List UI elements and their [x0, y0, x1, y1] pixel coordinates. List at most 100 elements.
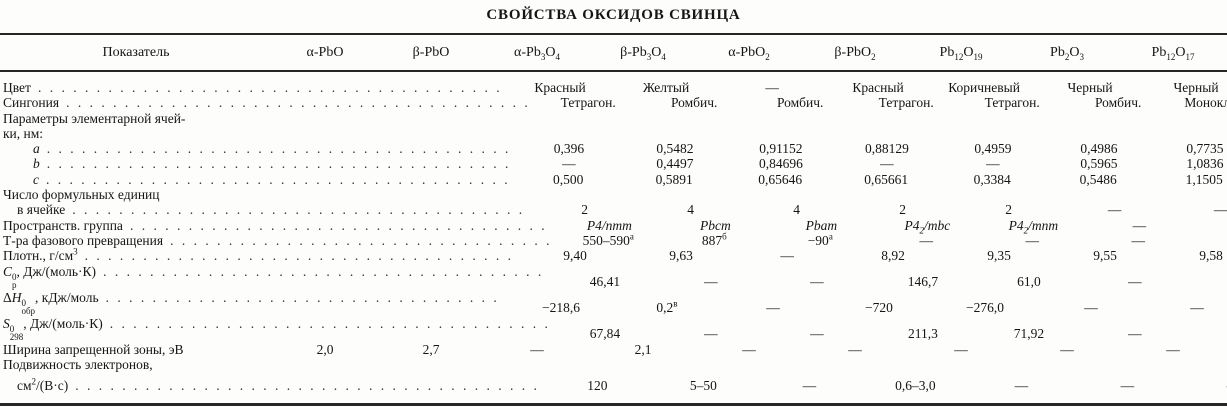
value-cell-entropy-5: —	[1128, 326, 1142, 342]
column-header-3: β-Pb3O4	[620, 45, 666, 62]
row-label: b . . . . . . . . . . . . . . . . . . . .…	[0, 156, 516, 171]
value-cell-param-c-0: 0,500	[552, 171, 584, 187]
value-cell-density-0: 9,40	[563, 248, 587, 264]
dot-leaders: . . . . . . . . . . . . . . . . . . . . …	[46, 171, 511, 187]
value-cell-param-b-4: —	[986, 156, 1000, 172]
value-cell-entropy-4: 71,92	[1013, 326, 1045, 342]
value-cell-electron-mobility-0: 120	[587, 378, 608, 394]
row-label: Пространств. группа . . . . . . . . . . .…	[0, 218, 556, 233]
table-row-band-gap: Ширина запрещенной зоны, эВ 2,0 2,7 — 2,1 — — —…	[0, 342, 1227, 357]
value-cell-band-gap-8: —	[1166, 341, 1180, 357]
column-header-0: α-PbO	[306, 45, 344, 60]
row-label: S 0 298, Дж/(моль·К) . . . . . . . . . . . …	[0, 316, 552, 342]
value-cell-param-b-2: 0,84696	[758, 156, 803, 172]
value-cell-band-gap-7: —	[1060, 341, 1074, 357]
value-cell-phase-transition-temp-1: 887б	[701, 231, 727, 248]
value-cell-formula-units-5: —	[1107, 202, 1122, 218]
value-cell-heat-capacity-1: —	[704, 274, 718, 290]
table-body: Цвет . . . . . . . . . . . . . . . . . . …	[0, 72, 1227, 403]
table-row-entropy: S 0 298, Дж/(моль·К) . . . . . . . . . . . …	[0, 316, 1227, 342]
value-cell-density-6: 9,58	[1199, 248, 1223, 264]
row-label: Т-ра фазового превращения . . . . . . . .…	[0, 233, 555, 248]
value-cell-formation-enthalpy-3: −720	[865, 300, 893, 316]
dot-leaders: . . . . . . . . . . . . . . . . . . . . …	[109, 315, 547, 331]
table-row-formula-units: Число формульных единиц в ячейке . . . . .…	[0, 187, 1227, 218]
value-cell-band-gap-2: —	[530, 341, 544, 357]
value-cell-band-gap-4: —	[742, 341, 756, 357]
value-cell-param-c-2: 0,65646	[758, 171, 803, 187]
row-label-text: Подвижность электронов,	[3, 356, 153, 372]
row-label-text: Сингония	[3, 95, 60, 111]
value-cell-param-a-1: 0,5482	[656, 141, 694, 157]
table-row-cell-parameters-heading: Параметры элементарной ячей-ки, нм:	[0, 111, 1227, 142]
value-cell-band-gap-3: 2,1	[634, 341, 652, 357]
row-label-text: b	[33, 156, 40, 172]
value-cell-space-group-0: P4/nmm	[586, 217, 632, 233]
row-label: Ширина запрещенной зоны, эВ	[0, 342, 272, 357]
value-cell-density-5: 9,55	[1093, 248, 1117, 264]
value-cell-param-a-3: 0,88129	[864, 141, 909, 157]
row-label-text: в ячейке	[17, 202, 66, 218]
value-cell-electron-mobility-4: —	[1014, 378, 1029, 394]
table-row-param-b: b . . . . . . . . . . . . . . . . . . . .…	[0, 156, 1227, 171]
value-cell-formula-units-3: 2	[899, 202, 906, 218]
row-label: ΔH 0 обр, кДж/моль . . . . . . . . . . . . …	[0, 290, 508, 316]
row-label: c . . . . . . . . . . . . . . . . . . . .…	[0, 172, 515, 187]
dot-leaders: . . . . . . . . . . . . . . . . . . . . …	[46, 141, 511, 157]
row-label: Параметры элементарной ячей-ки, нм:	[0, 111, 272, 142]
row-label-text: см2/(В·с)	[17, 376, 69, 394]
row-label: Число формульных единиц в ячейке . . . . .…	[0, 187, 532, 218]
row-label: a . . . . . . . . . . . . . . . . . . . .…	[0, 141, 516, 156]
value-cell-formula-units-0: 2	[581, 202, 588, 218]
value-cell-heat-capacity-5: —	[1128, 274, 1142, 290]
value-cell-heat-capacity-2: —	[810, 274, 824, 290]
value-cell-space-group-6: —	[1192, 218, 1227, 233]
value-cell-electron-mobility-1: 5–50	[689, 378, 717, 394]
table-row-param-c: c . . . . . . . . . . . . . . . . . . . .…	[0, 172, 1227, 187]
value-cell-param-c-4: 0,3384	[973, 171, 1011, 187]
value-cell-color-4: Коричневый	[948, 80, 1020, 95]
column-header-5: β-PbO2	[834, 45, 876, 62]
value-cell-param-b-1: 0,4497	[656, 156, 694, 172]
header-row: Показатель α-PbO β-PbO α-Pb3O4 β-Pb3O4 α-PbO…	[0, 35, 1227, 72]
value-cell-electron-mobility-2: —	[802, 378, 817, 394]
column-header-indicator: Показатель	[102, 45, 170, 60]
row-label-text: Параметры элементарной ячей-	[3, 110, 186, 126]
value-cell-electron-mobility-5: —	[1120, 378, 1135, 394]
value-cell-formation-enthalpy-0: −218,6	[541, 300, 580, 316]
row-label: Сингония . . . . . . . . . . . . . . . . …	[0, 95, 535, 110]
value-cell-phase-transition-temp-3: —	[919, 232, 934, 248]
value-cell-phase-transition-temp-6: —	[1191, 233, 1227, 248]
row-label-text: Ширина запрещенной зоны, эВ	[3, 341, 184, 357]
value-cell-density-2: —	[780, 248, 794, 264]
value-cell-color-2: —	[765, 80, 779, 95]
value-cell-heat-capacity-0: 46,41	[589, 274, 621, 290]
value-cell-formation-enthalpy-1: 0,2в	[656, 298, 678, 316]
value-cell-formula-units-6: —	[1213, 202, 1227, 218]
value-cell-crystal-system-3: Тетрагон.	[878, 95, 934, 111]
value-cell-space-group-3: P42/mbc	[904, 217, 951, 236]
row-label-text: ки, нм:	[3, 125, 44, 141]
value-cell-density-3: 8,92	[881, 248, 905, 264]
table-row-param-a: a . . . . . . . . . . . . . . . . . . . .…	[0, 141, 1227, 156]
dot-leaders: . . . . . . . . . . . . . . . . . . . . …	[66, 95, 531, 111]
value-cell-entropy-6: —	[1188, 326, 1227, 341]
value-cell-formation-enthalpy-4: −276,0	[965, 300, 1004, 316]
dot-leaders: . . . . . . . . . . . . . . . . . . . . …	[46, 156, 511, 172]
value-cell-color-1: Желтый	[642, 80, 690, 95]
value-cell-color-3: Красный	[852, 80, 904, 95]
value-cell-heat-capacity-6: —	[1188, 274, 1227, 289]
column-header-2: α-Pb3O4	[514, 45, 560, 62]
value-cell-param-c-1: 0,5891	[655, 171, 693, 187]
value-cell-crystal-system-2: Ромбич.	[776, 95, 824, 111]
column-header-8: Pb12O17	[1151, 45, 1195, 62]
value-cell-space-group-1: Pbcm	[700, 217, 731, 233]
value-cell-entropy-1: —	[704, 326, 718, 342]
value-cell-color-5: Черный	[1067, 80, 1113, 95]
value-cell-crystal-system-6: Моноклинная	[1184, 95, 1227, 111]
value-cell-entropy-0: 67,84	[589, 326, 621, 342]
table-row-space-group: Пространств. группа . . . . . . . . . . .…	[0, 217, 1227, 236]
